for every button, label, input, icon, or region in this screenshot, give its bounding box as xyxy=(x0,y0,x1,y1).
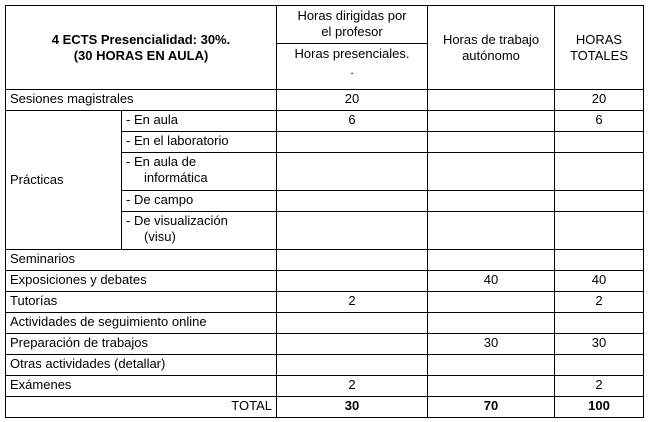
table-row: - En el laboratorio xyxy=(6,131,644,153)
cell-profesor xyxy=(276,211,428,250)
table-row: - De campo xyxy=(6,190,644,212)
table-subtitle: (30 HORAS EN AULA) xyxy=(73,47,209,63)
cell-autonomo xyxy=(427,89,555,111)
sub-row-label: - De campo xyxy=(121,190,277,212)
sub-row-label: - En aula de informática xyxy=(121,152,277,191)
cell-profesor xyxy=(276,312,428,334)
cell-autonomo xyxy=(427,354,555,376)
sub-row-label-line2: informática xyxy=(144,170,208,185)
sub-row-label-line1: - En aula de xyxy=(126,154,197,169)
cell-total xyxy=(554,190,644,212)
row-label: Exámenes xyxy=(5,375,277,397)
cell-total xyxy=(554,354,644,376)
sub-row-label: - En el laboratorio xyxy=(121,131,277,153)
cell-total: 30 xyxy=(554,333,644,355)
cell-autonomo xyxy=(427,211,555,250)
table-row: Tutorías 2 2 xyxy=(5,291,644,313)
cell-profesor xyxy=(276,152,428,191)
cell-total: 2 xyxy=(554,375,644,397)
cell-total xyxy=(554,249,644,271)
cell-profesor xyxy=(276,190,428,212)
sub-row-label: - De visualización (visu) xyxy=(121,211,277,250)
table-title: 4 ECTS Presencialidad: 30%. xyxy=(51,31,231,47)
col-header-autonomo: Horas de trabajo autónomo xyxy=(427,5,555,90)
total-autonomo: 70 xyxy=(427,396,555,418)
cell-profesor xyxy=(276,131,428,153)
table-row: - En aula de informática xyxy=(6,152,644,191)
row-label: Otras actividades (detallar) xyxy=(5,354,277,376)
table-row: Actividades de seguimiento online xyxy=(5,312,644,334)
header-row: 4 ECTS Presencialidad: 30%. (30 HORAS EN… xyxy=(5,5,644,90)
col-header-autonomo-line2: autónomo xyxy=(462,47,520,63)
cell-profesor: 6 xyxy=(276,110,428,132)
cell-autonomo xyxy=(427,131,555,153)
total-profesor: 30 xyxy=(276,396,428,418)
row-label: Tutorías xyxy=(5,291,277,313)
cell-autonomo: 40 xyxy=(427,270,555,292)
table-row: Exposiciones y debates 40 40 xyxy=(5,270,644,292)
col-header-profesor-line1: Horas dirigidas por xyxy=(297,8,407,23)
cell-profesor xyxy=(276,249,428,271)
cell-autonomo xyxy=(427,190,555,212)
col-header-profesor-line2: el profesor xyxy=(321,24,383,39)
cell-autonomo: 30 xyxy=(427,333,555,355)
sub-row-label-line1: - De visualización xyxy=(126,213,228,228)
cell-total xyxy=(554,211,644,250)
sub-row-label-line2: (visu) xyxy=(144,229,176,244)
cell-profesor xyxy=(276,333,428,355)
cell-total xyxy=(554,312,644,334)
table-row: Exámenes 2 2 xyxy=(5,375,644,397)
row-label: Actividades de seguimiento online xyxy=(5,312,277,334)
table-row: - De visualización (visu) xyxy=(6,211,644,250)
table-row: Prácticas - En aula 6 6 xyxy=(5,110,644,250)
cell-total: 20 xyxy=(554,89,644,111)
cell-profesor: 20 xyxy=(276,89,428,111)
col-header-totales: HORAS TOTALES xyxy=(554,5,644,90)
cell-total: 40 xyxy=(554,270,644,292)
cell-autonomo xyxy=(427,375,555,397)
col-header-presenciales-line1: Horas presenciales. xyxy=(294,46,410,61)
table-row: Seminarios xyxy=(5,249,644,271)
total-label: TOTAL xyxy=(5,396,277,418)
col-header-presenciales-line2: . xyxy=(350,62,354,77)
cell-profesor xyxy=(276,354,428,376)
col-header-autonomo-line1: Horas de trabajo xyxy=(442,31,540,47)
row-label: Sesiones magistrales xyxy=(5,89,277,111)
row-label: Seminarios xyxy=(5,249,277,271)
cell-profesor xyxy=(276,270,428,292)
table-row: Preparación de trabajos 30 30 xyxy=(5,333,644,355)
table-row: Sesiones magistrales 20 20 xyxy=(5,89,644,111)
cell-profesor: 2 xyxy=(276,291,428,313)
ects-hours-table: 4 ECTS Presencialidad: 30%. (30 HORAS EN… xyxy=(5,5,644,418)
cell-autonomo xyxy=(427,110,555,132)
cell-autonomo xyxy=(427,291,555,313)
col-header-totales-line2: TOTALES xyxy=(569,47,629,63)
cell-autonomo xyxy=(427,152,555,191)
row-label: Exposiciones y debates xyxy=(5,270,277,292)
cell-total: 2 xyxy=(554,291,644,313)
sub-row-label: - En aula xyxy=(121,110,277,132)
cell-autonomo xyxy=(427,249,555,271)
col-header-totales-line1: HORAS xyxy=(575,31,623,47)
cell-total xyxy=(554,152,644,191)
cell-autonomo xyxy=(427,312,555,334)
table-row: Otras actividades (detallar) xyxy=(5,354,644,376)
total-row: TOTAL 30 70 100 xyxy=(5,396,644,418)
cell-profesor: 2 xyxy=(276,375,428,397)
total-total: 100 xyxy=(554,396,644,418)
cell-total xyxy=(554,131,644,153)
row-label-practicas: Prácticas xyxy=(5,110,122,250)
cell-total: 6 xyxy=(554,110,644,132)
table-title-cell: 4 ECTS Presencialidad: 30%. (30 HORAS EN… xyxy=(5,5,277,90)
row-label: Preparación de trabajos xyxy=(5,333,277,355)
col-header-profesor: Horas dirigidas por el profesor Horas pr… xyxy=(276,5,428,90)
ects-table-container: 4 ECTS Presencialidad: 30%. (30 HORAS EN… xyxy=(5,5,644,418)
